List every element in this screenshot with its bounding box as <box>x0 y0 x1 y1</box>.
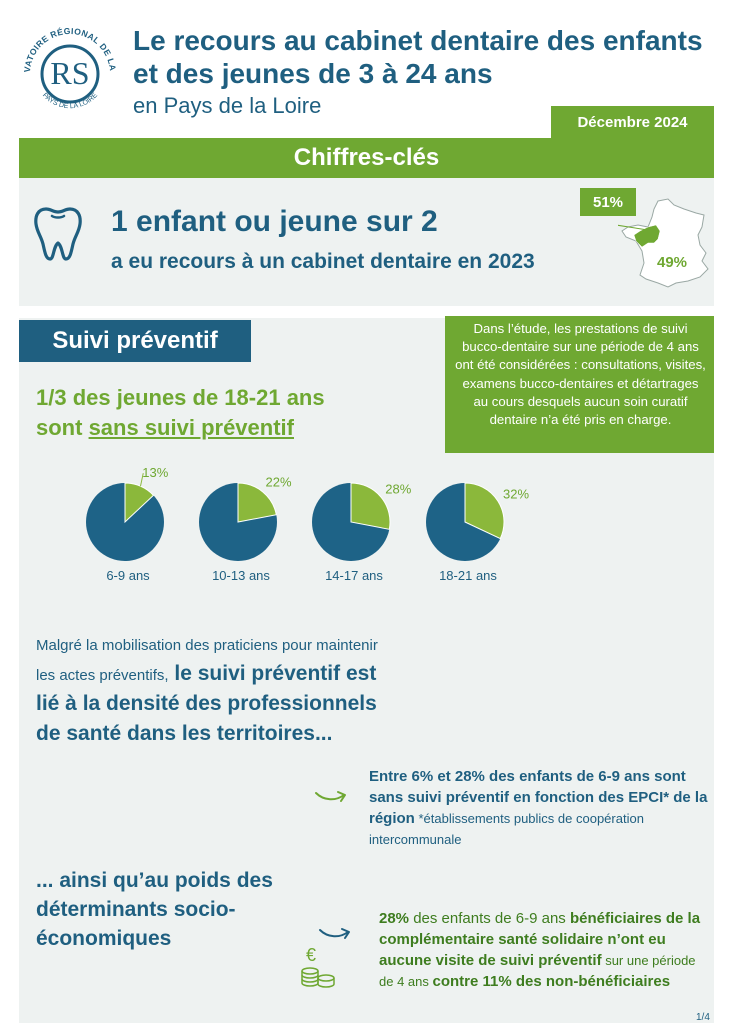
pie-category-label: 18-21 ans <box>439 568 497 583</box>
region-pct-badge: 51% <box>580 188 636 216</box>
css-fact-small: sur une période de 4 ans <box>379 953 696 989</box>
pie-value-label: 28% <box>385 481 411 496</box>
pie-value-label: 22% <box>265 475 291 490</box>
arrow-icon <box>315 791 346 802</box>
pie-4: 32% 18-21 ans <box>426 482 530 583</box>
logo-monogram: RS <box>50 55 89 91</box>
france-pct: 49% <box>657 254 688 271</box>
pie-value-label: 32% <box>503 487 529 502</box>
pie-slice-highlight <box>350 482 391 530</box>
page-title: Le recours au cabinet dentaire des enfan… <box>133 24 713 90</box>
page-subtitle: en Pays de la Loire <box>133 93 322 118</box>
preventive-section-title: Suivi préventif <box>19 320 251 362</box>
pie-charts: 13% 6-9 ans 22% 10-13 ans 28% 14-17 ans 32% 18-… <box>86 465 530 583</box>
date-badge: Décembre 2024 <box>551 106 714 138</box>
epci-fact-bold: Entre 6% et 28% des enfants de 6-9 ans s… <box>369 768 708 827</box>
ors-logo: RS OBSERVATOIRE RÉGIONAL DE LA SANTÉ PAY… <box>18 22 118 110</box>
css-fact-bold2: contre 11% des non-bénéficiaires <box>432 973 671 990</box>
study-note: Dans l’étude, les prestations de suivi b… <box>445 316 714 453</box>
france-map <box>618 198 709 288</box>
density-paragraph: Malgré la mobilisation des praticiens po… <box>36 633 396 749</box>
pie-slice-highlight <box>237 482 277 523</box>
pie-leader-line <box>139 473 144 487</box>
css-fact-bold1: bénéficiaires de la complémentaire santé… <box>379 910 701 969</box>
pie-value-label: 13% <box>142 465 168 480</box>
epci-fact-note: *établissements publics de coopération i… <box>369 811 644 847</box>
arrow-icon <box>319 928 350 939</box>
pie-category-label: 14-17 ans <box>325 568 383 583</box>
socio-heading: ... ainsi qu’au poids des déterminants s… <box>36 869 273 950</box>
preventive-stat-line2: sont sans suivi préventif <box>36 413 325 443</box>
preventive-stat: 1/3 des jeunes de 18-21 ans sont sans su… <box>36 383 325 443</box>
density-bold: le suivi préventif est lié à la densité … <box>36 662 377 745</box>
density-intro: Malgré la mobilisation des praticiens po… <box>36 637 378 684</box>
key-stat-subtitle: a eu recours à un cabinet dentaire en 20… <box>111 250 535 273</box>
svg-text:€: € <box>306 945 316 965</box>
euro-coins-icon: € <box>301 945 335 988</box>
epci-fact: Entre 6% et 28% des enfants de 6-9 ans s… <box>369 766 709 850</box>
key-stat: 1 enfant ou jeune sur 2 <box>111 205 438 238</box>
pie-slice-highlight <box>464 482 505 540</box>
css-fact: 28% des enfants de 6-9 ans bénéficiaires… <box>379 908 709 992</box>
preventive-stat-underlined: sans suivi préventif <box>88 415 294 440</box>
pie-category-label: 10-13 ans <box>212 568 270 583</box>
preventive-stat-line1: 1/3 des jeunes de 18-21 ans <box>36 385 325 410</box>
preventive-stat-prefix: sont <box>36 415 89 440</box>
pie-slice-highlight <box>124 482 155 524</box>
pie-2: 22% 10-13 ans <box>199 475 292 583</box>
css-fact-pct: 28% <box>379 910 410 927</box>
pie-category-label: 6-9 ans <box>106 568 150 583</box>
page-number: 1/4 <box>696 1012 710 1023</box>
css-fact-text1: des enfants de 6-9 ans <box>409 910 570 927</box>
tooth-icon <box>34 207 82 261</box>
pie-3: 28% 14-17 ans <box>312 481 412 583</box>
pie-1: 13% 6-9 ans <box>86 465 169 583</box>
title-line2: et des jeunes de 3 à 24 ans <box>133 58 493 89</box>
title-line1: Le recours au cabinet dentaire des enfan… <box>133 25 703 56</box>
key-figures-band: Chiffres-clés <box>19 138 714 178</box>
